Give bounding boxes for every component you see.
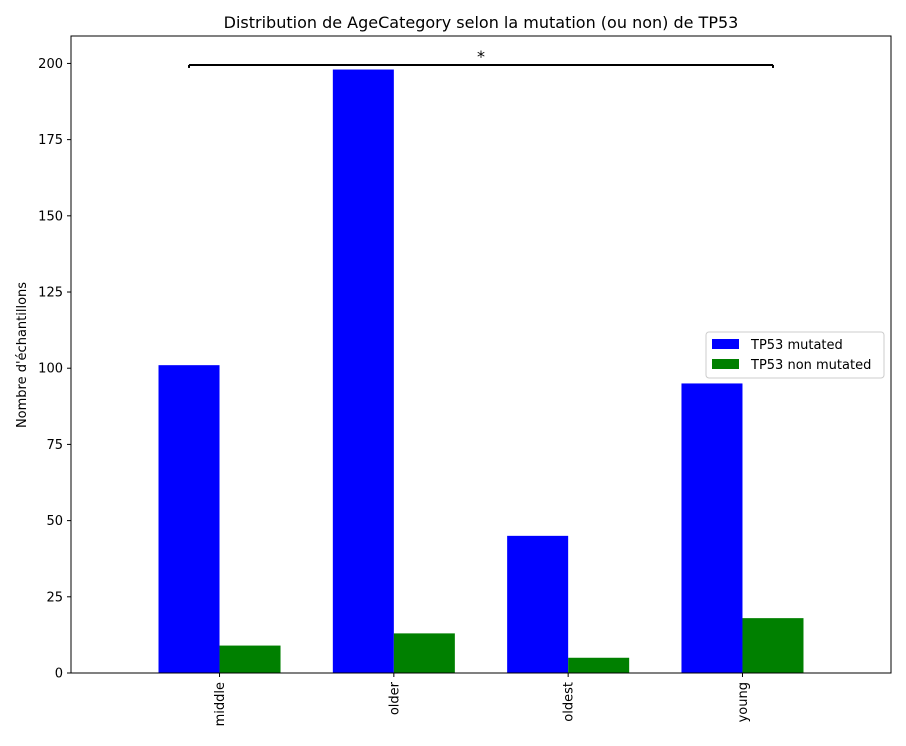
bar-oldest-mutated xyxy=(507,535,569,673)
x-tick-label-middle: middle xyxy=(213,682,228,726)
legend-swatch-mutated xyxy=(712,339,739,349)
legend: TP53 mutated TP53 non mutated xyxy=(705,331,885,379)
y-tick-label: 125 xyxy=(38,286,63,301)
x-tick-label-oldest: oldest xyxy=(562,682,577,722)
bar-young-mutated xyxy=(681,383,743,673)
y-tick-label: 150 xyxy=(38,209,63,224)
legend-label-non-mutated: TP53 non mutated xyxy=(750,358,871,373)
y-axis-label: Nombre d'échantillons xyxy=(15,282,30,428)
y-tick-label: 25 xyxy=(46,590,63,605)
legend-label-mutated: TP53 mutated xyxy=(750,338,843,353)
bar-older-non-mutated xyxy=(393,633,455,673)
x-tick-label-young: young xyxy=(736,682,751,722)
y-tick-label: 200 xyxy=(38,57,63,72)
legend-box xyxy=(705,331,885,379)
bars-layer xyxy=(158,69,804,673)
chart-title: Distribution de AgeCategory selon la mut… xyxy=(224,13,739,32)
y-axis: 0 25 50 75 100 125 150 175 200 xyxy=(38,57,71,682)
legend-swatch-non-mutated xyxy=(712,359,739,369)
bar-young-non-mutated xyxy=(742,618,804,673)
bar-older-mutated xyxy=(332,69,394,673)
x-tick-label-older: older xyxy=(387,681,402,715)
x-axis: middle older oldest young xyxy=(213,673,751,726)
bar-oldest-non-mutated xyxy=(568,657,630,673)
bar-middle-non-mutated xyxy=(219,645,281,673)
significance-annotation: * xyxy=(188,47,774,68)
y-tick-label: 75 xyxy=(46,438,63,453)
bar-middle-mutated xyxy=(158,365,220,673)
plot-frame xyxy=(70,35,892,674)
y-tick-label: 0 xyxy=(55,667,63,682)
y-tick-label: 100 xyxy=(38,362,63,377)
y-tick-label: 50 xyxy=(46,514,63,529)
significance-star: * xyxy=(477,47,485,66)
y-tick-label: 175 xyxy=(38,133,63,148)
